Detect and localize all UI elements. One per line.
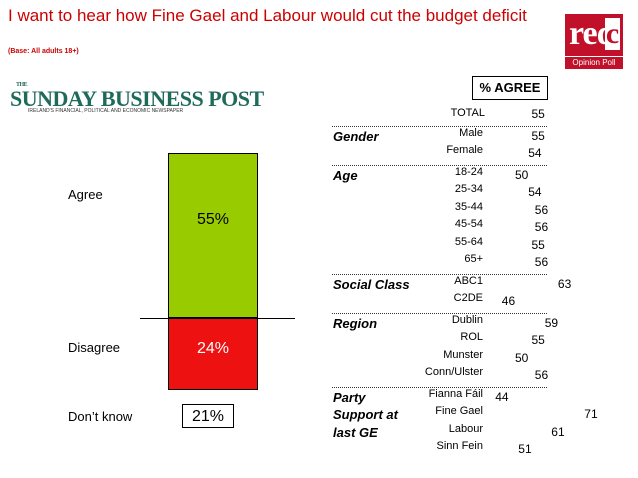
group-separator <box>332 164 547 166</box>
table-value: 44 <box>495 389 509 404</box>
logo-subtitle: Opinion Poll <box>565 57 623 69</box>
table-value: 46 <box>501 294 516 308</box>
bar-value-label: 24% <box>196 339 230 357</box>
table-row-label: TOTAL <box>450 107 485 119</box>
category-label: Agree <box>68 187 103 203</box>
stacked-bar-chart: 55% 24% Agree Disagree Don’t know 21% <box>68 153 295 428</box>
table-row-label: Female <box>446 144 483 156</box>
table-row-label: ABC1 <box>454 274 483 287</box>
masthead-subtitle: IRELAND'S FINANCIAL, POLITICAL AND ECONO… <box>28 108 184 114</box>
bar-divider-line <box>140 318 295 319</box>
table-value: 56 <box>534 202 549 217</box>
table-value: 50 <box>515 350 529 365</box>
table-row-label: Male <box>459 126 483 139</box>
group-separator <box>332 125 547 127</box>
table-value: 56 <box>534 220 549 234</box>
bar-disagree <box>168 318 258 390</box>
table-value: 50 <box>515 167 529 182</box>
bar-agree <box>168 153 258 318</box>
table-row-label: 55-64 <box>454 235 483 248</box>
masthead-the: THE <box>16 82 28 88</box>
group-label: Party <box>333 389 366 405</box>
group-label: Support at <box>333 407 398 422</box>
group-separator <box>332 312 547 314</box>
table-row-label: C2DE <box>453 292 483 304</box>
group-separator <box>332 273 547 275</box>
table-row-label: 35-44 <box>454 200 483 213</box>
group-label: Age <box>333 167 358 183</box>
table-value: 54 <box>528 146 542 160</box>
group-separator <box>332 386 547 388</box>
table-row-label: 45-54 <box>454 218 483 230</box>
base-note: (Base: All adults 18+) <box>8 48 79 55</box>
group-label: last GE <box>333 424 378 440</box>
table-row-label: Sinn Fein <box>436 440 483 452</box>
table-row-label: 25-34 <box>454 183 483 195</box>
table-value: 71 <box>584 407 598 421</box>
table-value: 61 <box>551 424 565 439</box>
table-value: 51 <box>518 442 532 456</box>
bar-value-label: 55% <box>196 210 230 228</box>
table-row-label: Dublin <box>451 313 483 326</box>
table-row-label: Fine Gael <box>435 405 483 417</box>
dont-know-value-box: 21% <box>182 404 234 428</box>
table-value: 55 <box>531 128 545 143</box>
group-label: Social Class <box>333 276 410 292</box>
table-row-label: ROL <box>460 331 483 343</box>
table-value: 56 <box>534 255 549 269</box>
logo-c: c <box>605 17 620 50</box>
masthead-title: SUNDAY BUSINESS POST <box>10 86 264 111</box>
table-row-label: Munster <box>443 348 483 361</box>
table-value: 55 <box>531 107 545 121</box>
table-value: 63 <box>557 276 572 291</box>
table-value: 59 <box>544 315 559 330</box>
table-row-label: Conn/Ulster <box>424 366 483 378</box>
category-label: Don’t know <box>68 409 133 424</box>
page-title: I want to hear how Fine Gael and Labour … <box>8 6 527 25</box>
table-row-label: 65+ <box>464 253 483 265</box>
table-value: 54 <box>528 185 542 199</box>
redc-logo: red c Opinion Poll <box>565 14 623 70</box>
table-row-label: Labour <box>448 422 483 435</box>
table-row-label: 18-24 <box>454 165 483 178</box>
table-value: 55 <box>531 333 545 347</box>
table-value: 55 <box>531 237 545 252</box>
table-value: 56 <box>534 368 549 382</box>
table-row-label: Fianna Fáil <box>428 387 483 400</box>
logo-background: red c <box>565 14 623 56</box>
group-label: Gender <box>333 128 379 144</box>
agree-column-header: % AGREE <box>472 76 548 100</box>
category-label: Disagree <box>68 339 121 355</box>
group-label: Region <box>333 315 378 331</box>
newspaper-masthead: THE SUNDAY BUSINESS POST IRELAND'S FINAN… <box>10 82 264 114</box>
